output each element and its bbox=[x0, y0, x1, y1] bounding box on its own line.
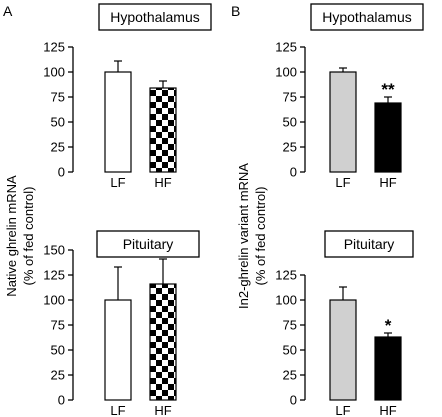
y-tick-label: 75 bbox=[283, 90, 297, 105]
y-tick-label: 50 bbox=[283, 115, 297, 130]
bar-hf bbox=[149, 283, 177, 401]
panel-letter-a: A bbox=[3, 3, 13, 19]
category-label: HF bbox=[154, 175, 171, 190]
y-axis-label-a-line2: (% of fed control) bbox=[21, 187, 36, 286]
significance-marker: * bbox=[385, 316, 392, 335]
y-tick-label: 25 bbox=[283, 140, 297, 155]
chart-title: Pituitary bbox=[344, 236, 395, 252]
y-axis-label-b-line2: (% of fed control) bbox=[253, 187, 268, 286]
y-tick-label: 50 bbox=[283, 343, 297, 358]
title-box bbox=[98, 3, 212, 31]
chart-title: Hypothalamus bbox=[110, 9, 200, 25]
y-tick-label: 75 bbox=[283, 318, 297, 333]
y-tick-label: 50 bbox=[51, 343, 65, 358]
y-tick-label: 100 bbox=[43, 293, 65, 308]
category-label: LF bbox=[335, 403, 350, 417]
category-label: HF bbox=[379, 403, 396, 417]
y-tick-label: 125 bbox=[275, 268, 297, 283]
y-tick-label: 75 bbox=[51, 90, 65, 105]
bar-hf bbox=[149, 87, 177, 173]
y-tick-label: 25 bbox=[51, 140, 65, 155]
y-tick-label: 75 bbox=[51, 318, 65, 333]
significance-marker: ** bbox=[381, 80, 395, 99]
title-box bbox=[324, 230, 414, 258]
y-tick-label: 0 bbox=[58, 393, 65, 408]
y-axis-label-b-line1: In2-ghrelin variant mRNA bbox=[236, 163, 251, 309]
category-label: LF bbox=[335, 175, 350, 190]
bar-lf bbox=[104, 299, 132, 401]
y-tick-label: 0 bbox=[58, 165, 65, 180]
bar-hf bbox=[374, 102, 402, 173]
y-tick-label: 25 bbox=[51, 368, 65, 383]
chart-b-bottom: Pituitary 0 25 50 75 100 125 LF HF * bbox=[275, 230, 414, 417]
y-tick-label: 125 bbox=[43, 40, 65, 55]
y-tick-label: 0 bbox=[290, 393, 297, 408]
chart-a-top: Hypothalamus 0 25 50 75 100 125 LF HF bbox=[43, 3, 212, 190]
bar-lf bbox=[329, 299, 357, 401]
y-tick-label: 150 bbox=[43, 243, 65, 258]
y-tick-label: 125 bbox=[275, 40, 297, 55]
chart-title: Pituitary bbox=[123, 236, 174, 252]
y-axis-label-a-line1: Native ghrelin mRNA bbox=[4, 175, 19, 297]
category-label: LF bbox=[110, 175, 125, 190]
y-tick-label: 100 bbox=[275, 293, 297, 308]
charts-group: Hypothalamus 0 25 50 75 100 125 LF HF Pituitary 0 2… bbox=[43, 3, 424, 417]
bar-hf bbox=[374, 336, 402, 401]
title-box bbox=[310, 3, 424, 31]
chart-a-bottom: Pituitary 0 25 50 75 100 125 150 LF HF bbox=[43, 230, 200, 417]
y-tick-label: 100 bbox=[275, 65, 297, 80]
title-box bbox=[96, 230, 200, 258]
y-tick-label: 125 bbox=[43, 268, 65, 283]
y-tick-label: 100 bbox=[43, 65, 65, 80]
bar-lf bbox=[329, 71, 357, 173]
chart-title: Hypothalamus bbox=[322, 9, 412, 25]
y-tick-label: 25 bbox=[283, 368, 297, 383]
y-tick-label: 50 bbox=[51, 115, 65, 130]
bar-lf bbox=[104, 71, 132, 173]
category-label: LF bbox=[110, 403, 125, 417]
category-label: HF bbox=[379, 175, 396, 190]
y-tick-label: 0 bbox=[290, 165, 297, 180]
chart-b-top: Hypothalamus 0 25 50 75 100 125 LF HF ** bbox=[275, 3, 424, 190]
panel-letter-b: B bbox=[231, 3, 240, 19]
category-label: HF bbox=[154, 403, 171, 417]
